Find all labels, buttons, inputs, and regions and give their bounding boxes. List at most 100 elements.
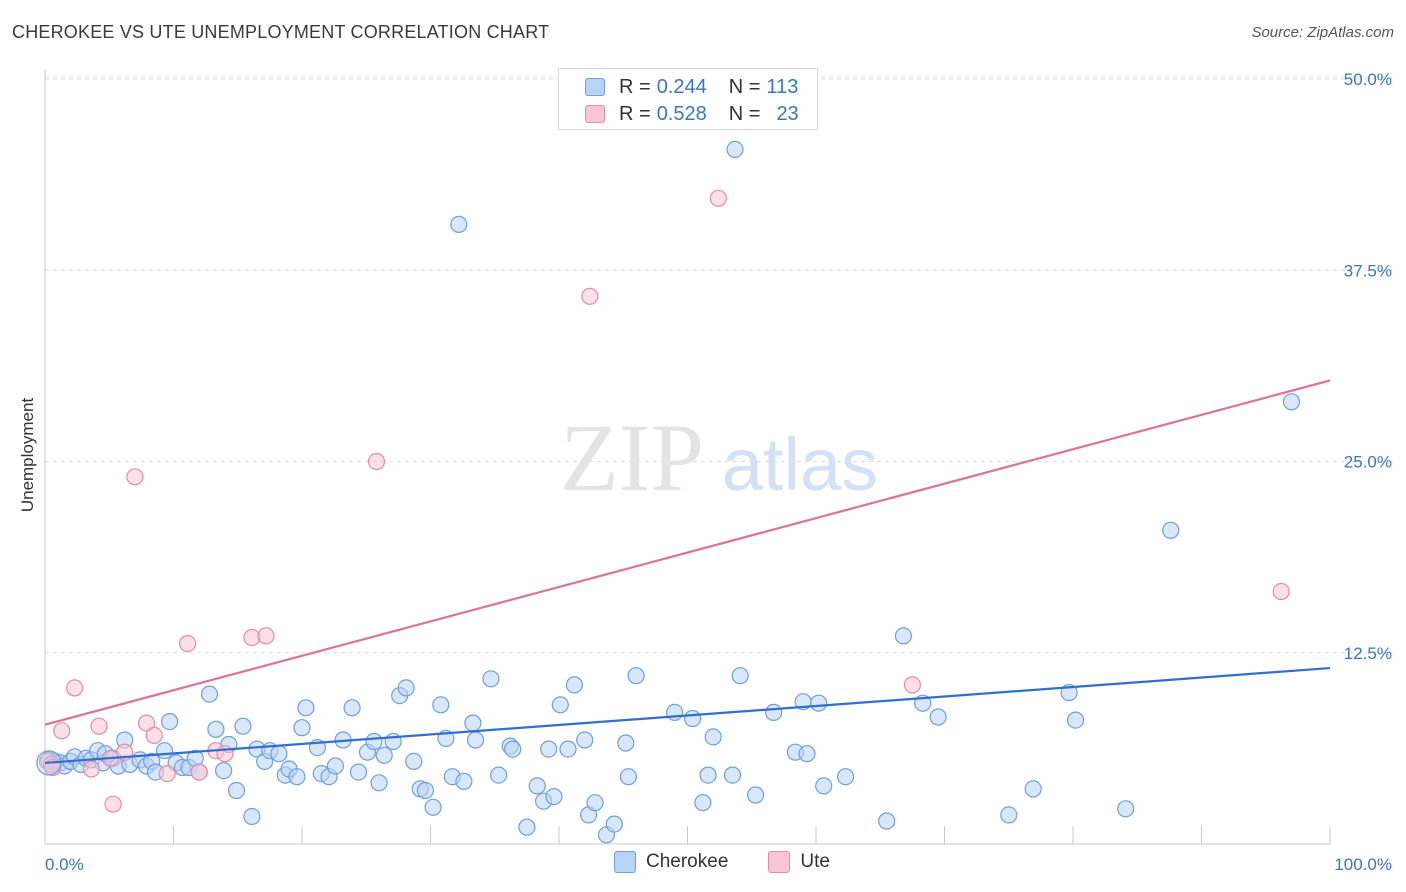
trend-line-ute [44, 379, 1331, 726]
point-cherokee [619, 768, 638, 786]
point-cherokee [545, 787, 563, 806]
x-tick-label-min: 0.0% [45, 855, 84, 874]
point-ute [367, 452, 386, 471]
point-cherokee [809, 694, 828, 712]
point-cherokee [551, 696, 569, 714]
point-cherokee [293, 719, 311, 737]
point-cherokee [565, 676, 584, 694]
series-swatch-cherokee [614, 851, 636, 873]
point-cherokee [929, 708, 947, 726]
point-cherokee [746, 786, 765, 804]
series-legend-cherokee[interactable]: Cherokee [614, 851, 728, 873]
point-cherokee [798, 745, 816, 763]
watermark: ZIP atlas [560, 404, 878, 511]
legend-r-label: R = [619, 75, 651, 98]
trend-lines [44, 379, 1331, 765]
y-tick-label: 37.5% [1344, 261, 1392, 280]
point-cherokee [704, 728, 722, 746]
point-cherokee [297, 699, 315, 717]
series-legend-ute[interactable]: Ute [768, 851, 830, 873]
point-ute [216, 745, 234, 763]
point-cherokee [815, 777, 833, 795]
point-cherokee [1162, 521, 1180, 539]
point-cherokee [726, 140, 744, 158]
point-cherokee [894, 627, 913, 645]
point-ute [90, 717, 108, 735]
point-cherokee [155, 742, 174, 760]
point-ute [137, 714, 156, 732]
axes [44, 70, 1331, 845]
point-cherokee [405, 752, 423, 771]
point-cherokee [482, 670, 500, 688]
point-cherokee [490, 766, 508, 784]
point-cherokee [326, 757, 344, 775]
point-cherokee [699, 766, 717, 784]
point-cherokee [375, 746, 393, 764]
source-label: Source: ZipAtlas.com [1251, 24, 1394, 41]
point-cherokee [1000, 806, 1018, 824]
point-ute [53, 722, 71, 740]
legend-r-label: R = [619, 102, 651, 125]
point-cherokee [432, 696, 450, 714]
point-cherokee [576, 731, 594, 749]
point-cherokee [397, 679, 415, 697]
point-cherokee [207, 720, 225, 738]
point-cherokee [1066, 711, 1085, 729]
legend-n-label: N = [728, 75, 761, 98]
point-cherokee [694, 794, 712, 812]
watermark-atlas: atlas [722, 423, 878, 506]
point-cherokee [617, 734, 635, 752]
point-cherokee [683, 709, 702, 728]
point-cherokee [370, 774, 388, 792]
point-cherokee [349, 763, 368, 781]
legend-row-ute: R = 0.528 N = 23 [585, 102, 799, 126]
point-ute [104, 795, 122, 813]
point-cherokee [764, 703, 783, 722]
point-cherokee [227, 781, 246, 800]
legend-n-value: 113 [766, 75, 799, 98]
point-cherokee [161, 712, 179, 731]
point-cherokee [464, 714, 482, 732]
point-cherokee [731, 667, 749, 685]
legend-row-cherokee: R = 0.244 N = 113 [585, 75, 798, 99]
y-tick-label: 50.0% [1344, 70, 1392, 89]
point-ute [158, 764, 176, 783]
series-legend: Cherokee Ute [614, 851, 870, 873]
tick-labels: 12.5% 25.0% 37.5% 50.0% 0.0% 100.0% [45, 70, 1392, 874]
legend-swatch-ute [585, 105, 605, 123]
y-tick-label: 25.0% [1344, 453, 1392, 472]
point-cherokee [234, 717, 252, 735]
point-cherokee [723, 766, 742, 784]
legend-n-value: 23 [776, 102, 799, 125]
legend-r-value: 0.528 [656, 102, 707, 125]
point-cherokee [424, 798, 442, 816]
point-ute [126, 468, 144, 486]
point-cherokee [586, 794, 604, 812]
point-cherokee [270, 745, 288, 763]
point-cherokee [1024, 780, 1042, 798]
point-cherokee [365, 732, 383, 751]
point-cherokee [288, 768, 306, 786]
point-cherokee [215, 761, 233, 780]
point-cherokee [559, 740, 577, 758]
point-ute [82, 760, 100, 778]
point-ute [145, 726, 163, 745]
point-cherokee [466, 731, 485, 749]
point-cherokee [836, 768, 855, 786]
point-ute [243, 628, 261, 647]
trend-line-cherokee [44, 666, 1331, 765]
point-cherokee [1282, 393, 1301, 411]
legend-swatch-cherokee [585, 78, 605, 96]
series-swatch-ute [768, 851, 791, 873]
point-ute [190, 763, 208, 781]
point-cherokee [504, 740, 522, 758]
point-ute [581, 287, 599, 305]
point-ute [179, 634, 197, 653]
series-name-ute: Ute [800, 851, 830, 872]
chart-title: CHEROKEE VS UTE UNEMPLOYMENT CORRELATION… [12, 22, 550, 42]
watermark-zip: ZIP [560, 404, 704, 511]
point-cherokee [540, 740, 558, 758]
series-name-cherokee: Cherokee [646, 851, 729, 872]
point-cherokee [605, 815, 623, 833]
